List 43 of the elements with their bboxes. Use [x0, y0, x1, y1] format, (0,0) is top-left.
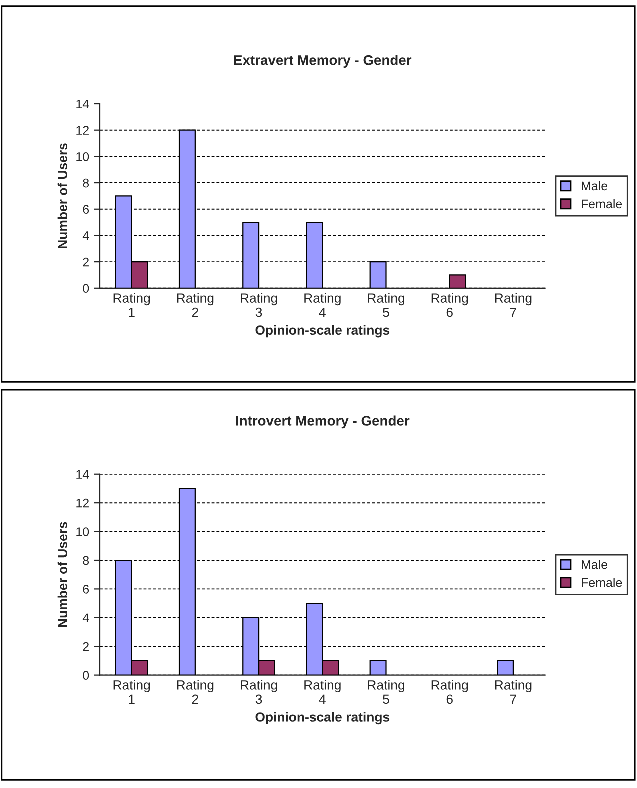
y-tick-label: 12 — [76, 126, 89, 135]
y-tick-label: 6 — [83, 585, 90, 594]
y-tick-label: 10 — [76, 528, 90, 536]
x-tick-label: Rating 1 — [114, 680, 150, 704]
y-tick-label: 4 — [82, 232, 90, 240]
y-tick-label: 12 — [76, 498, 89, 508]
chart-title: Introvert Memory - Gender — [236, 416, 410, 429]
y-tick-label: 0 — [83, 284, 90, 294]
y-tick-label: 8 — [83, 556, 90, 566]
x-tick-label: Rating 3 — [241, 680, 278, 704]
x-tick-label: Rating 7 — [495, 293, 532, 318]
x-tick-label: Rating 1 — [114, 293, 150, 318]
x-axis-title: Opinion-scale ratings — [256, 325, 390, 338]
y-tick-label: 14 — [76, 100, 90, 109]
chart-title: Extravert Memory - Gender — [234, 55, 412, 68]
y-tick-label: 0 — [83, 671, 90, 680]
bar — [449, 274, 466, 288]
x-tick-label: Rating 2 — [177, 293, 214, 318]
y-tick-label: 8 — [83, 178, 90, 188]
y-tick-label: 6 — [83, 205, 90, 214]
bar — [370, 660, 387, 676]
legend-label: Male — [582, 181, 608, 191]
x-tick-label: Rating 5 — [368, 293, 404, 318]
y-tick-label: 14 — [76, 470, 90, 479]
x-tick-label: Rating 5 — [368, 680, 404, 704]
y-axis-title: Number of Users — [58, 522, 68, 628]
legend-label: Female — [582, 578, 622, 588]
x-tick-label: Rating 6 — [432, 680, 468, 704]
x-axis-title: Opinion-scale ratings — [256, 712, 390, 725]
x-tick-label: Rating 6 — [432, 293, 468, 318]
y-tick-label: 4 — [82, 614, 90, 622]
x-tick-label: Rating 4 — [304, 293, 341, 318]
y-tick-label: 10 — [76, 152, 90, 162]
legend-label: Male — [582, 560, 608, 570]
x-tick-label: Rating 2 — [177, 680, 214, 704]
bar — [497, 660, 514, 676]
x-tick-label: Rating 3 — [241, 293, 278, 318]
x-tick-label: Rating 4 — [304, 680, 341, 704]
y-tick-label: 2 — [83, 642, 89, 652]
legend-label: Female — [582, 199, 622, 209]
y-tick-label: 2 — [83, 258, 89, 267]
x-tick-label: Rating 7 — [495, 680, 532, 704]
y-axis-title: Number of Users — [58, 144, 68, 248]
